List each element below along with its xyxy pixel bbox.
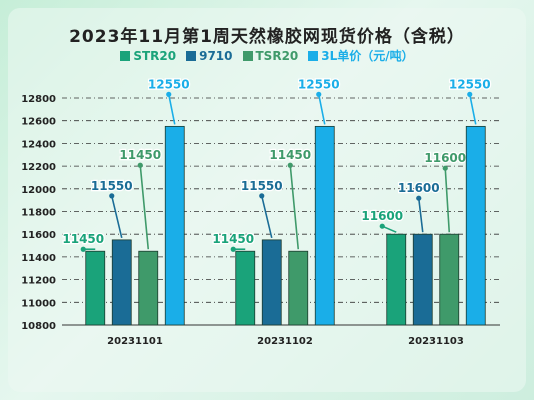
data-label: 11600	[361, 209, 403, 223]
legend-item-9710: 9710	[186, 47, 233, 64]
y-tick-label: 12400	[21, 139, 56, 150]
data-label-dot	[316, 91, 322, 97]
bar	[111, 239, 132, 326]
data-label: 12550	[148, 77, 190, 91]
bar	[261, 239, 282, 326]
legend-item-str20: STR20	[120, 47, 176, 64]
bar	[314, 125, 335, 326]
bar	[465, 125, 486, 326]
bar	[164, 125, 185, 326]
data-label: 12550	[298, 77, 340, 91]
data-label-dot	[259, 193, 265, 199]
legend-label-3l: 3L单价（元/吨）	[321, 49, 414, 63]
y-tick-label: 10800	[21, 321, 56, 332]
bar	[235, 250, 256, 326]
y-tick-label: 11800	[21, 208, 56, 219]
data-label: 11550	[91, 179, 133, 193]
data-label: 11450	[119, 148, 161, 162]
data-label-pointer	[444, 168, 451, 233]
legend-item-3l: 3L单价（元/吨）	[308, 47, 414, 64]
data-label: 11450	[212, 232, 254, 246]
legend-item-tsr20: TSR20	[242, 47, 299, 64]
bar	[85, 250, 106, 326]
data-label-dot	[80, 246, 86, 252]
data-label-pointer	[260, 195, 273, 239]
bar	[288, 250, 309, 326]
data-label: 11450	[269, 148, 311, 162]
legend-swatch-tsr20	[242, 50, 253, 61]
bar	[386, 233, 407, 326]
chart-legend: STR20 9710 TSR20 3L单价（元/吨）	[0, 47, 534, 64]
x-tick-label: 20231101	[107, 336, 163, 347]
chart-title: 2023年11月第1周天然橡胶网现货价格（含税）	[69, 27, 465, 47]
x-tick-label: 20231102	[257, 336, 313, 347]
data-label-pointer	[139, 165, 150, 250]
data-label: 11600	[398, 181, 440, 195]
data-label-dot	[467, 91, 473, 97]
data-label-pointer	[317, 94, 326, 125]
data-label: 12550	[449, 77, 491, 91]
chart-panel	[8, 8, 526, 392]
data-label-dot	[442, 165, 448, 171]
legend-swatch-9710	[186, 50, 197, 61]
legend-label-9710: 9710	[199, 48, 233, 63]
data-label: 11450	[62, 232, 104, 246]
data-label-pointer	[167, 94, 176, 125]
data-label-dot	[166, 91, 172, 97]
legend-swatch-3l	[308, 50, 319, 61]
y-tick-label: 12600	[21, 117, 56, 128]
legend-swatch-str20	[120, 50, 131, 61]
data-label-dot	[379, 223, 385, 229]
bar	[138, 250, 159, 326]
x-tick-label: 20231103	[408, 336, 464, 347]
y-tick-label: 12800	[21, 94, 56, 105]
bar	[439, 233, 460, 326]
data-label-dot	[416, 195, 422, 201]
data-label-dot	[287, 162, 293, 168]
data-label-pointer	[417, 198, 424, 233]
y-tick-label: 11400	[21, 253, 56, 264]
y-tick-label: 11000	[21, 298, 56, 309]
data-label: 11550	[241, 179, 283, 193]
data-label-dot	[109, 193, 115, 199]
data-label-dot	[137, 162, 143, 168]
y-tick-label: 11600	[21, 230, 56, 241]
legend-label-str20: STR20	[133, 48, 177, 63]
y-tick-label: 12200	[21, 162, 56, 173]
y-tick-label: 11200	[21, 276, 56, 287]
data-label-dot	[230, 246, 236, 252]
data-label-pointer	[110, 195, 123, 239]
data-label: 11600	[424, 151, 466, 165]
bar	[412, 233, 433, 326]
data-label-pointer	[468, 94, 477, 125]
legend-label-tsr20: TSR20	[255, 48, 299, 63]
y-tick-label: 12000	[21, 185, 56, 196]
data-label-pointer	[289, 165, 300, 250]
